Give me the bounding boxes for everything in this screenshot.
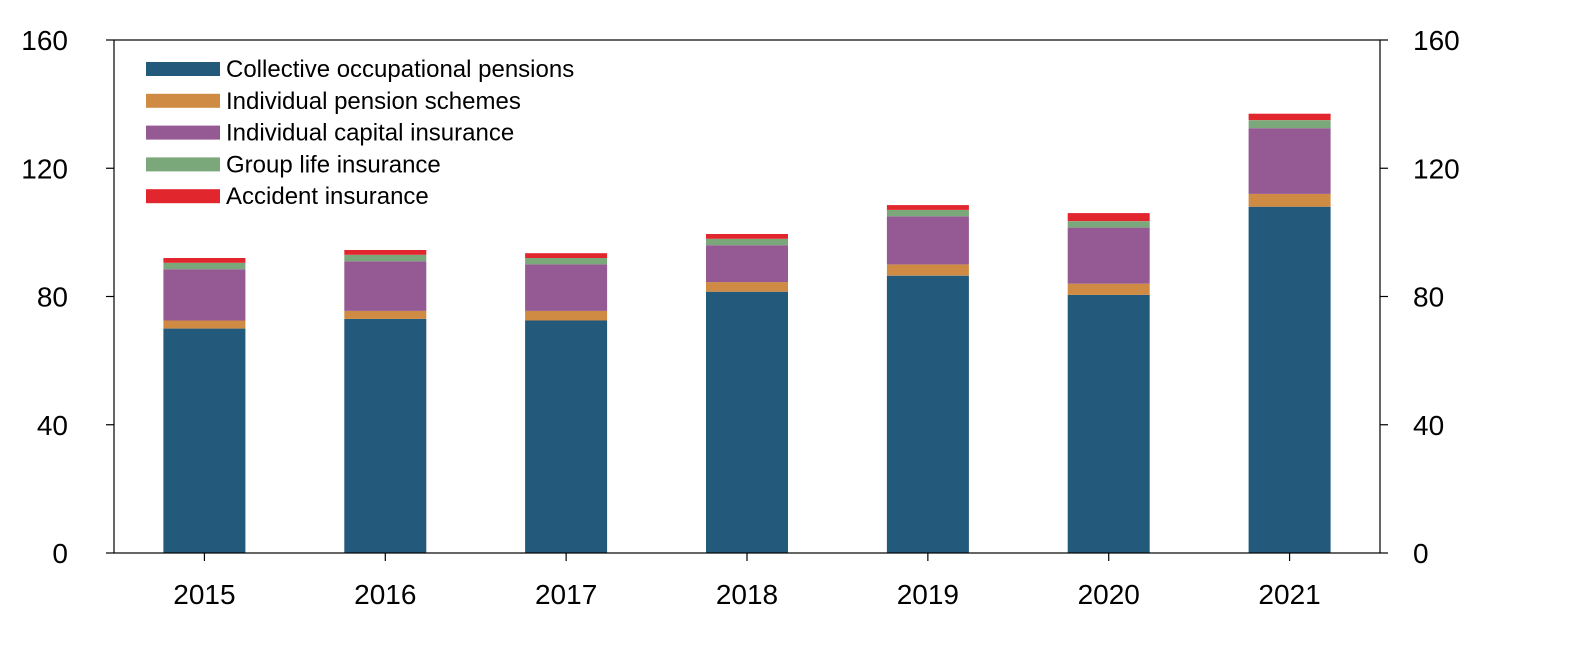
bar-segment-2018-series-4 bbox=[706, 238, 788, 246]
bar-segment-2018-series-2 bbox=[706, 282, 788, 292]
bar-segment-2018-series-3 bbox=[706, 245, 788, 283]
x-tick-label-2016: 2016 bbox=[354, 579, 416, 610]
legend-label-2: Individual pension schemes bbox=[226, 88, 521, 115]
bar-segment-2019-series-2 bbox=[886, 264, 969, 276]
bar-segment-2021-series-4 bbox=[1248, 120, 1331, 129]
y-tick-label-left-40: 40 bbox=[37, 410, 68, 441]
legend-label-4: Group life insurance bbox=[226, 151, 441, 178]
y-tick-label-right-0: 0 bbox=[1413, 538, 1429, 569]
axes-layer: 2015 2016 2017 2018 2019 2020 2021 0 0 40 40 80 80 12… bbox=[21, 25, 1459, 610]
bar-segment-2016-series-5 bbox=[344, 250, 427, 255]
bar-segment-2020-series-1 bbox=[1067, 294, 1150, 553]
legend-swatch-4 bbox=[146, 157, 220, 172]
bar-segment-2019-series-3 bbox=[886, 216, 969, 265]
y-tick-label-left-0: 0 bbox=[52, 538, 68, 569]
y-tick-label-right-160: 160 bbox=[1413, 25, 1460, 56]
y-tick-label-left-160: 160 bbox=[21, 25, 68, 56]
bar-segment-2020-series-3 bbox=[1067, 227, 1150, 284]
y-tick-label-right-80: 80 bbox=[1413, 282, 1444, 313]
legend-label-1: Collective occupational pensions bbox=[226, 56, 574, 83]
bar-segment-2017-series-5 bbox=[525, 253, 608, 258]
bar-segment-2021-series-1 bbox=[1248, 206, 1331, 553]
legend-label-5: Accident insurance bbox=[226, 183, 429, 210]
bar-segment-2018-series-1 bbox=[706, 291, 788, 553]
bar-segment-2016-series-2 bbox=[344, 310, 427, 319]
x-tick-label-2017: 2017 bbox=[535, 579, 597, 610]
bar-segment-2021-series-2 bbox=[1248, 193, 1331, 207]
legend-swatch-3 bbox=[146, 125, 220, 140]
x-tick-label-2015: 2015 bbox=[173, 579, 235, 610]
bar-segment-2015-series-1 bbox=[163, 328, 246, 553]
bar-segment-2016-series-4 bbox=[344, 254, 427, 262]
bar-segment-2017-series-3 bbox=[525, 264, 608, 311]
bar-segment-2019-series-1 bbox=[886, 275, 969, 553]
x-tick-label-2019: 2019 bbox=[897, 579, 959, 610]
legend-label-3: Individual capital insurance bbox=[226, 120, 514, 147]
bar-segment-2016-series-3 bbox=[344, 261, 427, 311]
bar-segment-2015-series-4 bbox=[163, 262, 246, 270]
bar-segment-2021-series-5 bbox=[1248, 113, 1331, 121]
bar-segment-2015-series-5 bbox=[163, 258, 246, 263]
bar-segment-2019-series-5 bbox=[886, 205, 969, 210]
bar-segment-2016-series-1 bbox=[344, 318, 427, 553]
legend-swatch-1 bbox=[146, 62, 220, 76]
bars-layer bbox=[163, 113, 1331, 553]
x-tick-label-2021: 2021 bbox=[1258, 579, 1320, 610]
x-tick-label-2018: 2018 bbox=[716, 579, 778, 610]
legend-swatch-5 bbox=[146, 189, 220, 204]
bar-segment-2017-series-1 bbox=[525, 320, 608, 553]
bar-segment-2018-series-5 bbox=[706, 234, 788, 239]
bar-segment-2020-series-5 bbox=[1067, 213, 1150, 222]
y-tick-label-left-80: 80 bbox=[37, 282, 68, 313]
bar-segment-2021-series-3 bbox=[1248, 128, 1331, 194]
bar-segment-2017-series-2 bbox=[525, 310, 608, 321]
y-tick-label-right-40: 40 bbox=[1413, 410, 1444, 441]
bar-segment-2015-series-3 bbox=[163, 269, 246, 321]
x-tick-label-2020: 2020 bbox=[1078, 579, 1140, 610]
bar-segment-2020-series-4 bbox=[1067, 221, 1150, 228]
y-tick-label-right-120: 120 bbox=[1413, 153, 1460, 184]
bar-segment-2017-series-4 bbox=[525, 258, 608, 265]
legend: Collective occupational pensions Individu… bbox=[146, 56, 574, 210]
bar-segment-2019-series-4 bbox=[886, 209, 969, 217]
legend-swatch-2 bbox=[146, 93, 220, 108]
y-tick-label-left-120: 120 bbox=[21, 153, 68, 184]
bar-segment-2020-series-2 bbox=[1067, 283, 1150, 295]
bar-segment-2015-series-2 bbox=[163, 320, 246, 329]
